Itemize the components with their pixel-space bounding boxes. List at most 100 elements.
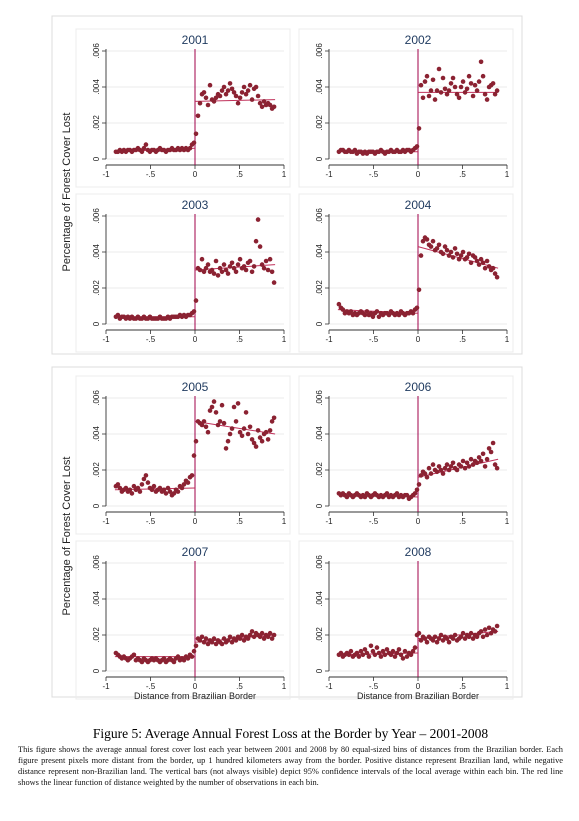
x-tick-label: 1	[505, 682, 510, 691]
data-point	[390, 648, 396, 654]
x-tick-label: 1	[505, 335, 510, 344]
data-point	[225, 271, 231, 276]
data-point	[247, 424, 253, 430]
data-point	[217, 419, 223, 424]
y-tick-label: 0	[315, 321, 324, 326]
data-point	[386, 312, 392, 318]
data-point	[416, 126, 422, 131]
data-point	[203, 95, 209, 101]
data-point	[414, 305, 420, 311]
data-point	[464, 460, 470, 466]
x-tick-label: 0	[416, 682, 421, 691]
data-point	[251, 440, 257, 446]
data-point	[237, 95, 243, 101]
data-point	[117, 485, 123, 491]
y-tick-label: 0	[315, 503, 324, 508]
data-point	[438, 632, 444, 638]
data-point	[364, 309, 370, 314]
data-point	[141, 145, 147, 151]
data-point	[139, 482, 145, 487]
data-point	[191, 309, 197, 314]
y-tick-label: .004	[315, 591, 324, 607]
panel-2003: 2003 0 .002 .004 .006 -1 -.5 0 .5 1	[75, 193, 291, 353]
data-point	[432, 634, 438, 640]
data-point	[235, 262, 241, 267]
data-point	[139, 149, 145, 155]
data-point	[235, 100, 241, 106]
data-point	[368, 310, 374, 316]
data-point	[414, 144, 420, 149]
x-tick-label: 1	[505, 170, 510, 179]
data-point	[253, 444, 259, 449]
data-point	[338, 650, 344, 656]
data-point	[430, 238, 436, 244]
data-point	[237, 636, 243, 641]
data-point	[494, 274, 500, 280]
data-point	[271, 280, 277, 285]
x-tick-label: .5	[459, 517, 466, 526]
panel-2004: 2004 0 .002 .004 .006 -1 -.5 0 .5 1	[298, 193, 514, 353]
x-tick-label: .5	[236, 335, 243, 344]
data-point	[440, 251, 446, 257]
data-point	[444, 247, 450, 253]
data-point	[227, 431, 233, 437]
data-point	[454, 91, 460, 97]
data-point	[253, 84, 259, 90]
data-point	[213, 410, 219, 415]
data-point	[416, 630, 422, 636]
data-point	[257, 244, 263, 249]
y-tick-label: .002	[92, 115, 101, 131]
data-point	[468, 456, 474, 462]
data-point	[227, 634, 233, 640]
data-point	[249, 97, 255, 102]
data-point	[223, 446, 229, 451]
data-point	[396, 312, 402, 318]
data-point	[362, 312, 368, 318]
data-point	[448, 464, 454, 469]
data-point	[426, 93, 432, 99]
data-point	[438, 90, 444, 95]
data-point	[450, 460, 456, 466]
data-point	[187, 145, 193, 151]
data-point	[235, 401, 241, 406]
data-point	[145, 480, 151, 485]
data-point	[344, 494, 350, 500]
x-tick-label: -.5	[369, 517, 379, 526]
x-tick-label: -1	[102, 170, 110, 179]
data-point	[249, 629, 255, 634]
y-tick-label: 0	[92, 668, 101, 673]
y-tick-label: .006	[315, 390, 324, 406]
data-point	[484, 97, 490, 102]
data-point	[241, 264, 247, 269]
data-point	[410, 310, 416, 316]
data-point	[139, 659, 145, 665]
data-point	[267, 256, 273, 262]
x-tick-label: 0	[416, 335, 421, 344]
y-tick-label: .002	[315, 627, 324, 643]
data-point	[259, 262, 265, 267]
data-point	[418, 253, 424, 258]
data-point	[464, 86, 470, 92]
data-point	[263, 258, 269, 264]
data-point	[157, 485, 163, 491]
data-point	[424, 639, 430, 645]
data-point	[434, 88, 440, 93]
data-point	[193, 438, 199, 444]
x-tick-label: 0	[193, 517, 198, 526]
data-point	[239, 433, 245, 439]
panel-title: 2002	[405, 33, 432, 47]
data-point	[219, 402, 225, 408]
y-tick-label: .004	[315, 426, 324, 442]
data-point	[494, 88, 500, 93]
data-point	[261, 99, 267, 104]
data-point	[430, 77, 436, 83]
data-point	[175, 489, 181, 494]
data-point	[482, 91, 488, 97]
fit-line-right	[194, 99, 276, 102]
panel-frame	[75, 540, 291, 700]
data-point	[490, 440, 496, 446]
data-point	[115, 482, 121, 487]
panel-frame	[298, 540, 514, 700]
data-point	[362, 494, 368, 500]
